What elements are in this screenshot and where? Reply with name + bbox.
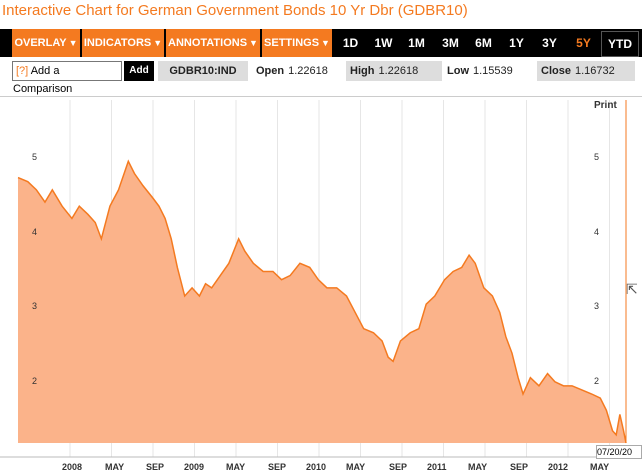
x-tick: SEP bbox=[268, 462, 287, 472]
annotations-menu-label: ANNOTATIONS bbox=[168, 37, 248, 49]
high-label: High bbox=[350, 65, 375, 77]
y-tick-right: 3 bbox=[594, 301, 600, 311]
x-tick: MAY bbox=[226, 462, 246, 472]
indicators-menu-label: INDICATORS bbox=[83, 37, 152, 49]
x-tick: MAY bbox=[590, 462, 610, 472]
range-ytd[interactable]: YTD bbox=[601, 31, 639, 57]
dropdown-triangle-icon: ▼ bbox=[321, 38, 330, 48]
stats-bar: [?] Add a Comparison Add GDBR10:IND Open… bbox=[0, 58, 642, 95]
mouse-cursor-icon: ⇱ bbox=[626, 281, 638, 297]
help-icon[interactable]: [?] bbox=[16, 65, 29, 77]
dropdown-triangle-icon: ▼ bbox=[153, 38, 163, 48]
x-tick: 2010 bbox=[306, 462, 327, 472]
toolbar: OVERLAY ▼ INDICATORS ▼ ANNOTATIONS ▼ SETTIN… bbox=[0, 29, 642, 57]
y-tick-right: 5 bbox=[594, 152, 600, 162]
range-1w[interactable]: 1W bbox=[369, 31, 398, 55]
low-value: 1.15539 bbox=[473, 65, 513, 77]
range-5y[interactable]: 5Y bbox=[569, 31, 598, 55]
date-readout: 07/20/20 bbox=[596, 445, 642, 459]
x-tick: MAY bbox=[105, 462, 125, 472]
dropdown-triangle-icon: ▼ bbox=[68, 38, 78, 48]
high-stat: High 1.22618 bbox=[346, 61, 442, 81]
y-tick-left: 2 bbox=[32, 376, 38, 386]
print-link[interactable]: Print bbox=[594, 100, 617, 111]
x-tick: SEP bbox=[389, 462, 408, 472]
high-value: 1.22618 bbox=[378, 65, 419, 77]
open-value: 1.22618 bbox=[288, 65, 328, 77]
range-1y[interactable]: 1Y bbox=[502, 31, 531, 55]
close-stat: Close 1.16732 bbox=[537, 61, 635, 81]
x-tick: 2011 bbox=[427, 462, 447, 472]
close-value: 1.16732 bbox=[574, 65, 615, 77]
indicators-menu[interactable]: INDICATORS ▼ bbox=[82, 29, 164, 57]
low-stat: Low 1.15539 bbox=[447, 61, 531, 81]
x-tick: MAY bbox=[346, 462, 366, 472]
chart-title: Interactive Chart for German Government … bbox=[2, 2, 468, 19]
open-stat: Open 1.22618 bbox=[256, 61, 340, 81]
x-tick: MAY bbox=[468, 462, 488, 472]
range-6m[interactable]: 6M bbox=[469, 31, 498, 55]
y-tick-right: 4 bbox=[594, 227, 600, 237]
chart-area[interactable] bbox=[0, 96, 642, 475]
close-label: Close bbox=[541, 65, 571, 77]
x-tick: 2012 bbox=[548, 462, 569, 472]
low-label: Low bbox=[447, 65, 469, 77]
y-tick-left: 5 bbox=[32, 152, 38, 162]
y-tick-left: 4 bbox=[32, 227, 38, 237]
annotations-menu[interactable]: ANNOTATIONS ▼ bbox=[166, 29, 260, 57]
range-1m[interactable]: 1M bbox=[402, 31, 431, 55]
settings-menu-label: SETTINGS bbox=[264, 37, 320, 49]
comparison-placeholder: Add a Comparison bbox=[13, 65, 73, 95]
x-tick: SEP bbox=[510, 462, 529, 472]
overlay-menu[interactable]: OVERLAY ▼ bbox=[12, 29, 80, 57]
dropdown-triangle-icon: ▼ bbox=[249, 38, 258, 48]
symbol-label: GDBR10:IND bbox=[158, 61, 248, 81]
range-3m[interactable]: 3M bbox=[436, 31, 465, 55]
add-comparison-button[interactable]: Add bbox=[124, 61, 154, 81]
x-tick: SEP bbox=[146, 462, 165, 472]
x-tick: 2008 bbox=[62, 462, 83, 472]
range-3y[interactable]: 3Y bbox=[535, 31, 564, 55]
open-label: Open bbox=[256, 65, 285, 77]
range-1d[interactable]: 1D bbox=[336, 31, 365, 55]
x-tick: 2009 bbox=[184, 462, 205, 472]
comparison-input[interactable]: [?] Add a Comparison bbox=[12, 61, 122, 95]
y-tick-left: 3 bbox=[32, 301, 38, 311]
overlay-menu-label: OVERLAY bbox=[14, 37, 67, 49]
y-tick-right: 2 bbox=[594, 376, 600, 386]
settings-menu[interactable]: SETTINGS ▼ bbox=[262, 29, 332, 57]
